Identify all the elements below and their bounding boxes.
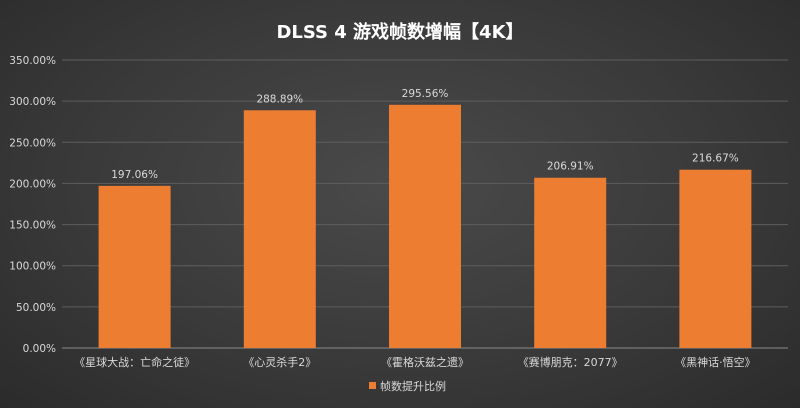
legend-label: 帧数提升比例 <box>380 379 446 393</box>
x-axis-categories: 《星球大战：亡命之徒》 《心灵杀手2》 《霍格沃兹之遗》 《赛博朋克：2077》 《黑神… <box>74 355 756 369</box>
bar <box>243 110 316 349</box>
y-tick-label: 350.00% <box>9 55 56 67</box>
y-tick-label: 100.00% <box>9 261 56 273</box>
bar <box>534 177 607 348</box>
y-tick-label: 150.00% <box>9 220 56 232</box>
legend: 帧数提升比例 <box>369 379 446 393</box>
x-category-label: 《心灵杀手2》 <box>243 355 316 369</box>
y-axis-ticks: 0.00% 50.00% 100.00% 150.00% 200.00% 250.00% 3… <box>9 55 56 355</box>
y-tick-label: 200.00% <box>9 178 56 190</box>
y-tick-label: 300.00% <box>9 96 56 108</box>
legend-swatch <box>369 382 376 389</box>
x-category-label: 《霍格沃兹之遗》 <box>381 355 469 369</box>
y-tick-label: 50.00% <box>16 302 56 314</box>
bars <box>98 104 752 349</box>
bar-data-label: 197.06% <box>111 169 158 181</box>
x-category-label: 《黑神话·悟空》 <box>675 355 756 369</box>
bar-data-label: 206.91% <box>547 161 594 173</box>
x-category-label: 《赛博朋克：2077》 <box>518 355 623 369</box>
data-labels: 197.06% 288.89% 295.56% 206.91% 216.67% <box>111 88 739 181</box>
chart-title: DLSS 4 游戏帧数增幅【4K】 <box>276 21 523 43</box>
y-tick-label: 0.00% <box>23 343 56 355</box>
x-category-label: 《星球大战：亡命之徒》 <box>74 355 195 369</box>
bar-data-label: 295.56% <box>402 88 449 100</box>
bar <box>98 185 171 348</box>
bar <box>389 104 461 348</box>
y-tick-label: 250.00% <box>9 137 56 149</box>
bar-data-label: 288.89% <box>256 93 303 105</box>
bar <box>679 169 752 348</box>
bar-data-label: 216.67% <box>692 153 739 165</box>
